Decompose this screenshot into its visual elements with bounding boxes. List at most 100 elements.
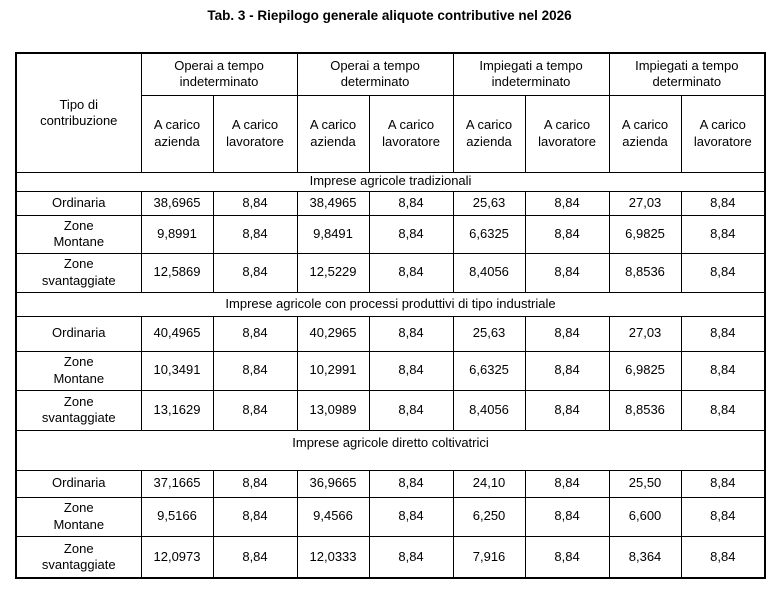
page-title: Tab. 3 - Riepilogo generale aliquote con… [207,8,572,23]
value-cell: 8,4056 [452,252,526,293]
row-label: Ordinaria [15,190,142,216]
value-cell: 8,8536 [608,252,682,293]
value-cell: 8,84 [680,350,766,391]
value-cell: 8,84 [212,190,298,216]
value-cell: 8,84 [680,469,766,498]
value-cell: 8,84 [368,350,454,391]
value-cell: 8,84 [680,315,766,352]
section-header: Imprese agricole tradizionali [15,171,766,192]
value-cell: 25,63 [452,190,526,216]
value-cell: 8,84 [212,389,298,431]
value-cell: 38,6965 [140,190,214,216]
row-label: Ordinaria [15,315,142,352]
value-cell: 8,84 [524,315,610,352]
row-label: Zone Montane [15,214,142,254]
value-cell: 9,8991 [140,214,214,254]
value-cell: 8,84 [680,252,766,293]
value-cell: 8,84 [212,214,298,254]
table-row: Ordinaria 40,4965 8,84 40,2965 8,84 25,6… [15,315,766,352]
value-cell: 8,84 [680,535,766,579]
value-cell: 12,5869 [140,252,214,293]
value-cell: 25,63 [452,315,526,352]
col-group-operai-determinato: Operai a tempo determinato [296,52,454,96]
value-cell: 25,50 [608,469,682,498]
value-cell: 8,4056 [452,389,526,431]
value-cell: 6,6325 [452,214,526,254]
value-cell: 6,250 [452,496,526,537]
subcol-lavoratore: A carico lavoratore [212,94,298,173]
subcol-lavoratore: A carico lavoratore [368,94,454,173]
value-cell: 8,84 [212,535,298,579]
col-group-impiegati-determinato: Impiegati a tempo determinato [608,52,766,96]
row-label: Zone Montane [15,350,142,391]
value-cell: 8,84 [524,190,610,216]
table-row: Zone Montane 10,3491 8,84 10,2991 8,84 6… [15,350,766,391]
value-cell: 8,84 [368,535,454,579]
col-group-impiegati-indeterminato: Impiegati a tempo indeterminato [452,52,610,96]
section-header-row: Imprese agricole diretto coltivatrici [15,429,766,471]
value-cell: 36,9665 [296,469,370,498]
value-cell: 7,916 [452,535,526,579]
value-cell: 8,84 [212,496,298,537]
value-cell: 8,84 [524,389,610,431]
value-cell: 8,84 [368,252,454,293]
value-cell: 8,84 [368,190,454,216]
value-cell: 8,84 [368,389,454,431]
value-cell: 8,84 [524,214,610,254]
row-label: Zone svantaggiate [15,252,142,293]
value-cell: 12,0973 [140,535,214,579]
value-cell: 8,84 [524,469,610,498]
section-header: Imprese agricole con processi produttivi… [15,291,766,317]
subcol-lavoratore: A carico lavoratore [524,94,610,173]
value-cell: 8,84 [524,496,610,537]
value-cell: 6,9825 [608,214,682,254]
row-label: Zone svantaggiate [15,389,142,431]
value-cell: 40,2965 [296,315,370,352]
value-cell: 8,84 [680,389,766,431]
value-cell: 8,84 [680,190,766,216]
value-cell: 40,4965 [140,315,214,352]
value-cell: 13,0989 [296,389,370,431]
value-cell: 8,84 [368,315,454,352]
section-header-row: Imprese agricole tradizionali [15,171,766,192]
value-cell: 8,84 [680,214,766,254]
row-label: Ordinaria [15,469,142,498]
value-cell: 37,1665 [140,469,214,498]
value-cell: 27,03 [608,315,682,352]
section-header-row: Imprese agricole con processi produttivi… [15,291,766,317]
value-cell: 9,5166 [140,496,214,537]
table-row: Zone Montane 9,8991 8,84 9,8491 8,84 6,6… [15,214,766,254]
subcol-lavoratore: A carico lavoratore [680,94,766,173]
row-label: Zone svantaggiate [15,535,142,579]
header-group-row: Tipo di contribuzione Operai a tempo ind… [15,52,766,173]
value-cell: 9,8491 [296,214,370,254]
value-cell: 38,4965 [296,190,370,216]
value-cell: 8,84 [368,496,454,537]
value-cell: 8,84 [212,350,298,391]
subcol-azienda: A carico azienda [452,94,526,173]
subcol-azienda: A carico azienda [140,94,214,173]
value-cell: 8,84 [212,469,298,498]
value-cell: 8,84 [212,252,298,293]
table-row: Ordinaria 38,6965 8,84 38,4965 8,84 25,6… [15,190,766,216]
table-row: Zone svantaggiate 12,5869 8,84 12,5229 8… [15,252,766,293]
value-cell: 6,600 [608,496,682,537]
value-cell: 24,10 [452,469,526,498]
value-cell: 8,84 [212,315,298,352]
table-row: Zone svantaggiate 12,0973 8,84 12,0333 8… [15,535,766,579]
value-cell: 10,2991 [296,350,370,391]
value-cell: 6,9825 [608,350,682,391]
value-cell: 8,8536 [608,389,682,431]
table-row: Zone svantaggiate 13,1629 8,84 13,0989 8… [15,389,766,431]
value-cell: 8,84 [524,535,610,579]
table-row: Zone Montane 9,5166 8,84 9,4566 8,84 6,2… [15,496,766,537]
value-cell: 8,84 [368,469,454,498]
value-cell: 6,6325 [452,350,526,391]
value-cell: 8,84 [680,496,766,537]
row-label: Zone Montane [15,496,142,537]
subcol-azienda: A carico azienda [608,94,682,173]
table-row: Ordinaria 37,1665 8,84 36,9665 8,84 24,1… [15,469,766,498]
value-cell: 12,5229 [296,252,370,293]
col-group-operai-indeterminato: Operai a tempo indeterminato [140,52,298,96]
value-cell: 13,1629 [140,389,214,431]
